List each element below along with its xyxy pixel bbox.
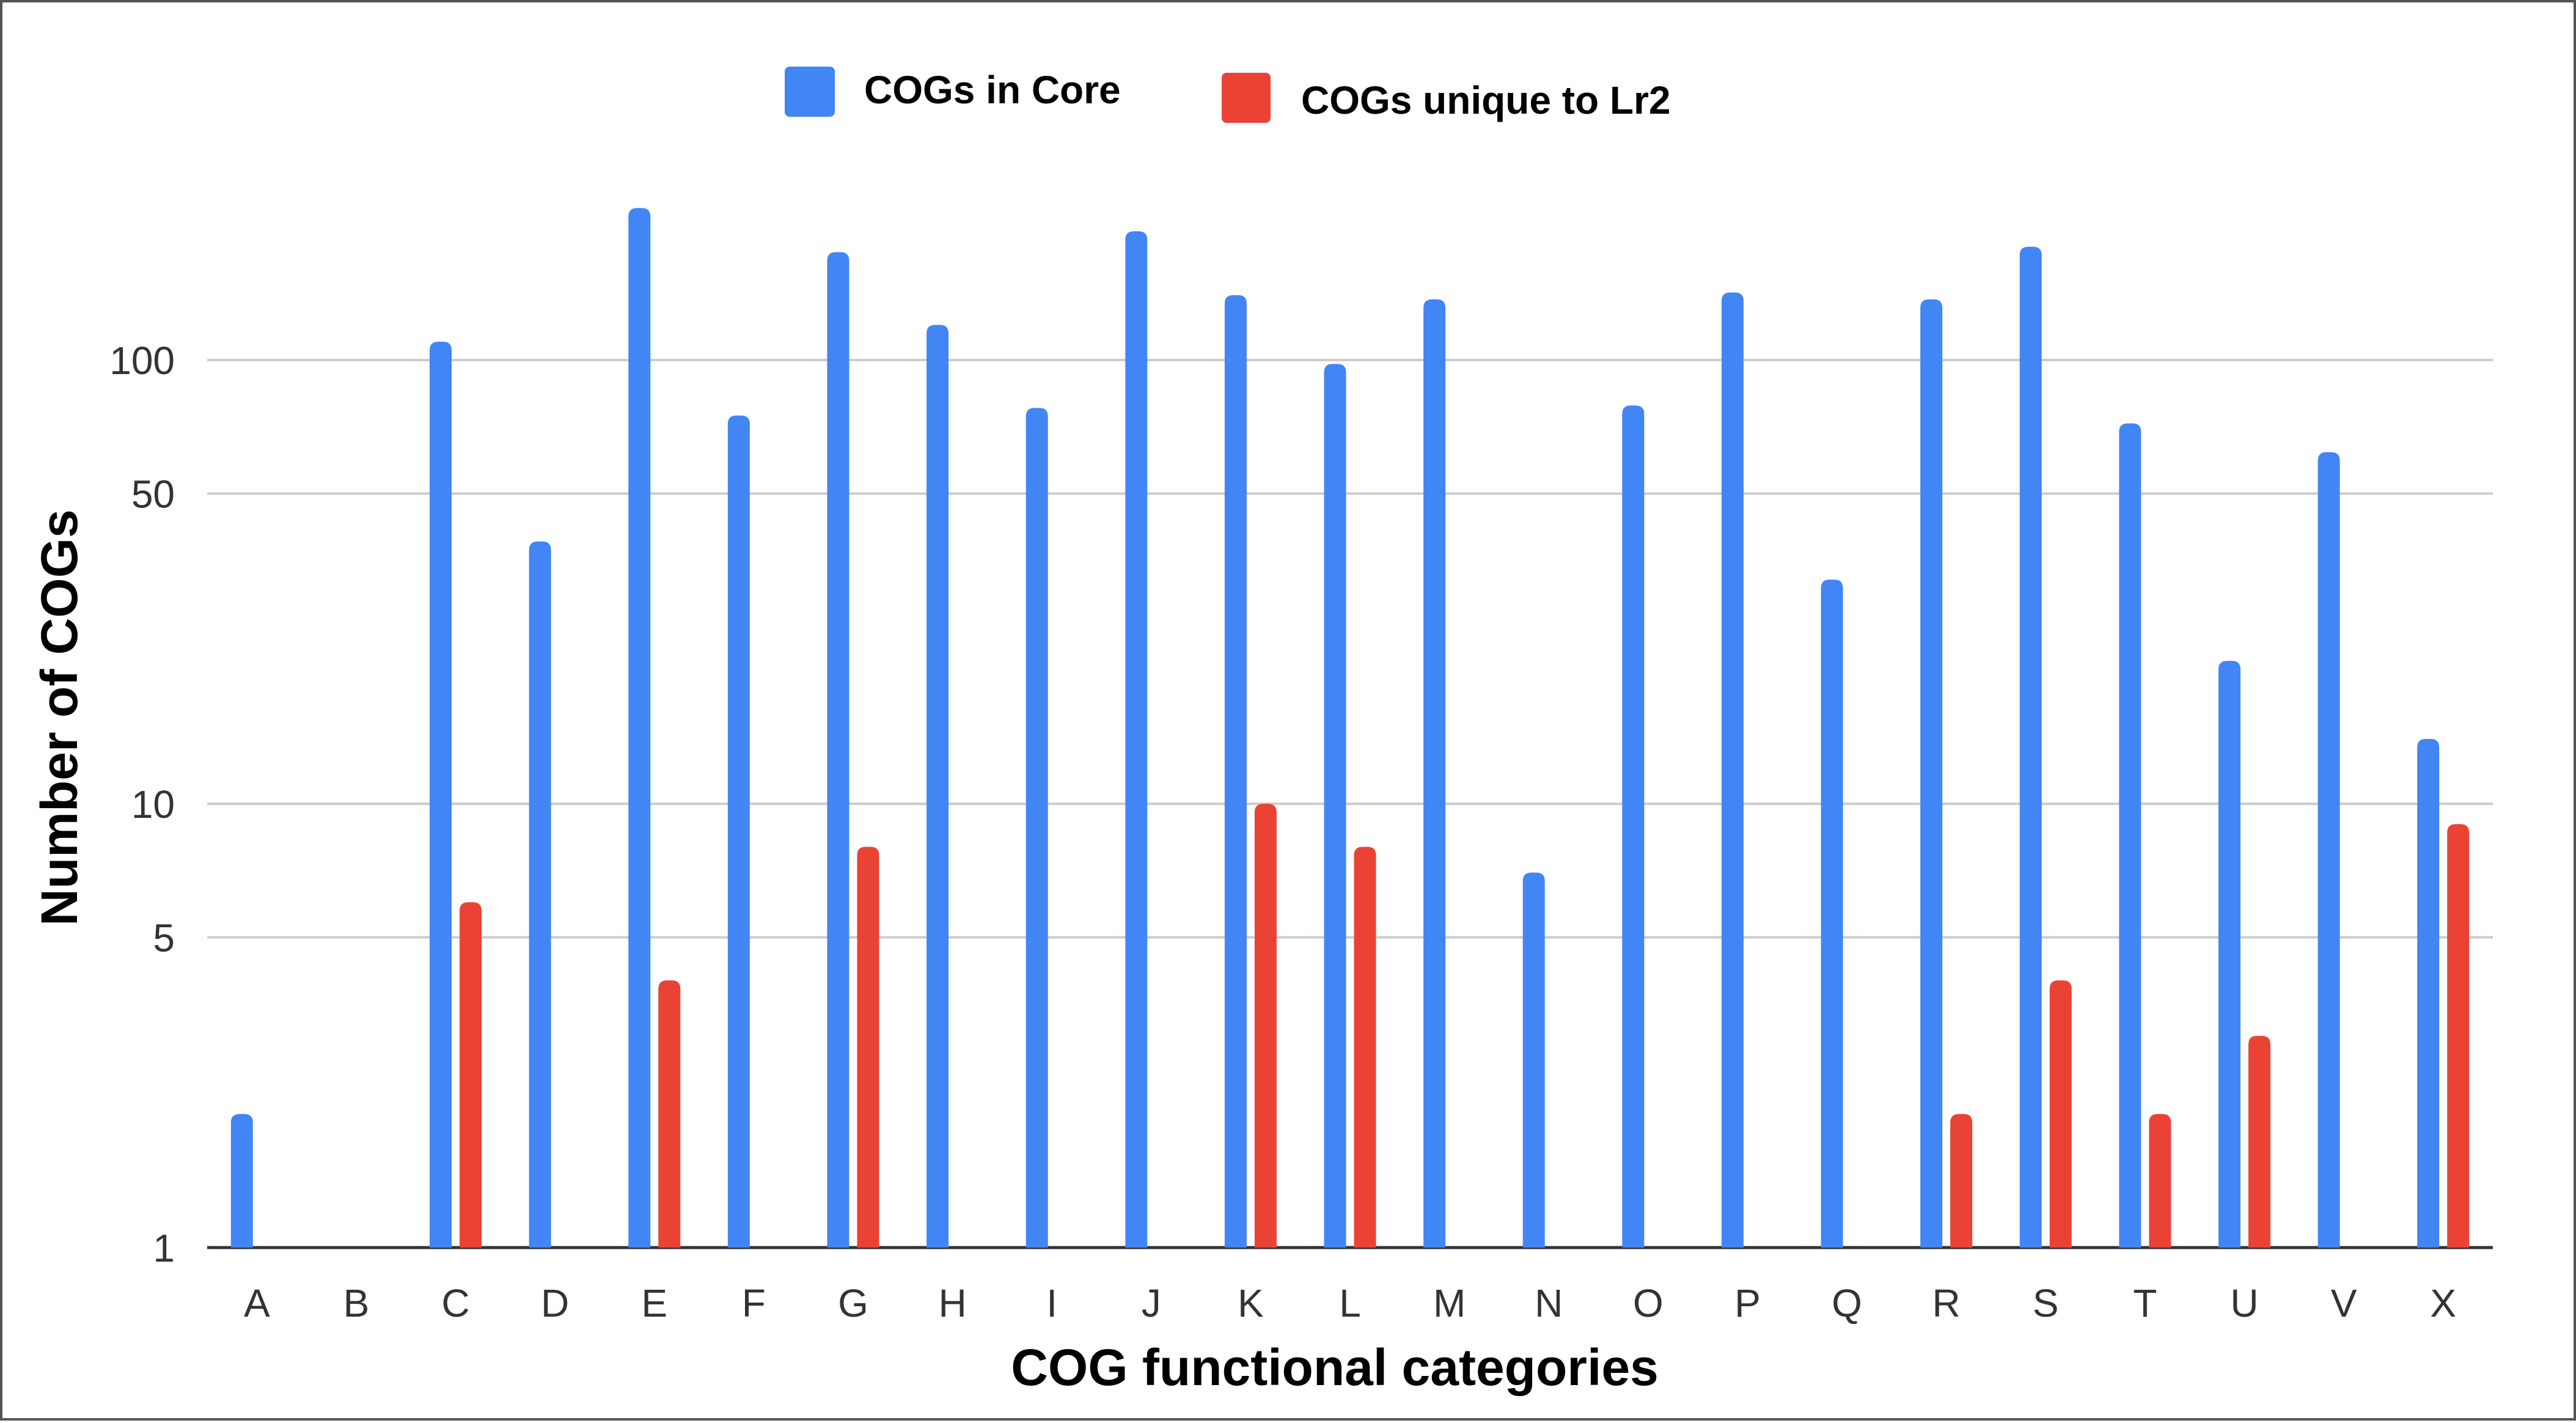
y-tick-label-1: 1 (153, 1226, 175, 1270)
bar-core-V (2317, 452, 2340, 1248)
legend-swatch-lr2 (1222, 73, 1271, 123)
bar-core-J (1125, 231, 1148, 1248)
bar-core-R (1920, 299, 1943, 1248)
x-tick-label-M: M (1433, 1281, 1466, 1325)
bar-core-M (1423, 299, 1446, 1248)
x-tick-label-X: X (2430, 1281, 2456, 1325)
bar-lr2-S (2049, 980, 2072, 1248)
x-tick-label-F: F (742, 1281, 766, 1325)
bar-core-I (1026, 408, 1048, 1248)
bar-core-L (1324, 364, 1346, 1248)
bar-core-S (2019, 246, 2042, 1248)
x-tick-label-I: I (1046, 1281, 1057, 1325)
bar-core-C (430, 341, 452, 1248)
bar-core-E (628, 208, 651, 1248)
bar-core-T (2119, 423, 2141, 1248)
legend-label-core: COGs in Core (864, 68, 1121, 112)
legend-label-lr2: COGs unique to Lr2 (1301, 78, 1670, 122)
x-tick-label-V: V (2331, 1281, 2357, 1325)
y-axis-title: Number of COGs (31, 509, 88, 925)
x-tick-label-R: R (1932, 1281, 1961, 1325)
bar-core-G (827, 252, 849, 1248)
bar-core-Q (1821, 579, 1843, 1248)
y-tick-label-50: 50 (131, 472, 175, 517)
x-tick-label-U: U (2230, 1281, 2258, 1325)
y-tick-label-5: 5 (153, 916, 175, 960)
x-tick-label-J: J (1142, 1281, 1161, 1325)
bar-lr2-U (2248, 1035, 2270, 1248)
x-tick-label-L: L (1339, 1281, 1361, 1325)
bar-lr2-R (1950, 1114, 1973, 1248)
y-tick-label-10: 10 (131, 782, 175, 826)
bar-lr2-L (1354, 847, 1376, 1248)
legend: COGs in Core COGs unique to Lr2 (785, 67, 1670, 123)
bar-core-F (727, 415, 750, 1248)
x-tick-label-N: N (1535, 1281, 1563, 1325)
bar-core-U (2218, 661, 2240, 1248)
bar-core-K (1224, 295, 1247, 1248)
bar-core-N (1522, 872, 1545, 1248)
x-tick-label-G: G (838, 1281, 868, 1325)
bar-core-P (1721, 292, 1744, 1248)
bar-core-O (1622, 405, 1645, 1248)
x-tick-label-K: K (1238, 1281, 1264, 1325)
x-tick-label-O: O (1633, 1281, 1664, 1325)
bar-lr2-E (658, 980, 681, 1248)
x-tick-label-B: B (343, 1281, 370, 1325)
x-tick-label-S: S (2033, 1281, 2059, 1325)
gridlines (207, 359, 2493, 1249)
x-tick-label-H: H (938, 1281, 966, 1325)
x-tick-label-D: D (541, 1281, 569, 1325)
bar-lr2-K (1254, 804, 1277, 1248)
bar-core-X (2417, 738, 2440, 1248)
bar-lr2-X (2447, 824, 2470, 1248)
bar-lr2-T (2149, 1114, 2171, 1248)
x-axis-title: COG functional categories (1011, 1339, 1659, 1396)
x-tick-label-C: C (441, 1281, 469, 1325)
x-tick-label-P: P (1734, 1281, 1761, 1325)
x-tick-label-A: A (244, 1281, 270, 1325)
bar-lr2-G (857, 847, 879, 1248)
x-tick-label-T: T (2133, 1281, 2157, 1325)
bar-core-H (927, 325, 949, 1248)
x-tick-label-Q: Q (1832, 1281, 1862, 1325)
y-axis-ticks: 1 5 10 50 100 (109, 339, 175, 1270)
bars (230, 208, 2470, 1248)
bar-lr2-C (460, 902, 482, 1248)
x-tick-label-E: E (641, 1281, 667, 1325)
bar-core-D (529, 541, 551, 1248)
y-tick-label-100: 100 (109, 339, 175, 383)
legend-swatch-core (785, 67, 835, 117)
bar-core-A (230, 1114, 253, 1248)
